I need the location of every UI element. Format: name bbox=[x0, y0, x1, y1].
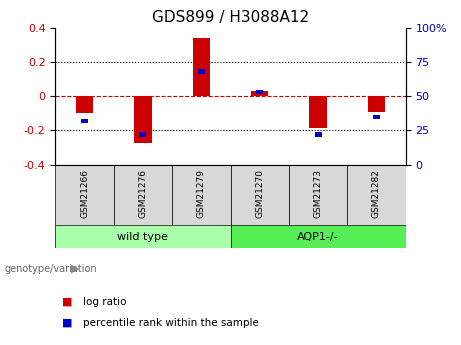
Bar bbox=[347, 165, 406, 225]
Bar bbox=[251, 91, 268, 96]
Text: log ratio: log ratio bbox=[83, 297, 126, 307]
Bar bbox=[139, 132, 147, 137]
Text: GSM21282: GSM21282 bbox=[372, 169, 381, 218]
Text: GSM21270: GSM21270 bbox=[255, 169, 264, 218]
Bar bbox=[55, 165, 114, 225]
Bar bbox=[256, 90, 263, 94]
Text: GSM21266: GSM21266 bbox=[80, 169, 89, 218]
Bar bbox=[309, 96, 327, 128]
Text: ▶: ▶ bbox=[71, 264, 80, 274]
Bar bbox=[368, 96, 385, 112]
Bar bbox=[172, 165, 230, 225]
Bar bbox=[230, 165, 289, 225]
Bar bbox=[230, 225, 406, 248]
Text: ■: ■ bbox=[62, 318, 73, 327]
Text: ■: ■ bbox=[62, 297, 73, 307]
Title: GDS899 / H3088A12: GDS899 / H3088A12 bbox=[152, 10, 309, 25]
Text: GSM21279: GSM21279 bbox=[197, 169, 206, 218]
Bar bbox=[193, 38, 210, 96]
Bar bbox=[114, 165, 172, 225]
Bar bbox=[314, 132, 322, 137]
Text: AQP1-/-: AQP1-/- bbox=[297, 231, 339, 241]
Bar bbox=[76, 96, 93, 114]
Bar bbox=[81, 119, 88, 123]
Bar bbox=[373, 115, 380, 119]
Bar bbox=[55, 225, 230, 248]
Text: GSM21273: GSM21273 bbox=[313, 169, 323, 218]
Text: GSM21276: GSM21276 bbox=[138, 169, 148, 218]
Text: wild type: wild type bbox=[118, 231, 168, 241]
Text: genotype/variation: genotype/variation bbox=[5, 264, 97, 274]
Bar bbox=[289, 165, 347, 225]
Bar bbox=[134, 96, 152, 142]
Text: percentile rank within the sample: percentile rank within the sample bbox=[83, 318, 259, 327]
Bar bbox=[198, 69, 205, 73]
